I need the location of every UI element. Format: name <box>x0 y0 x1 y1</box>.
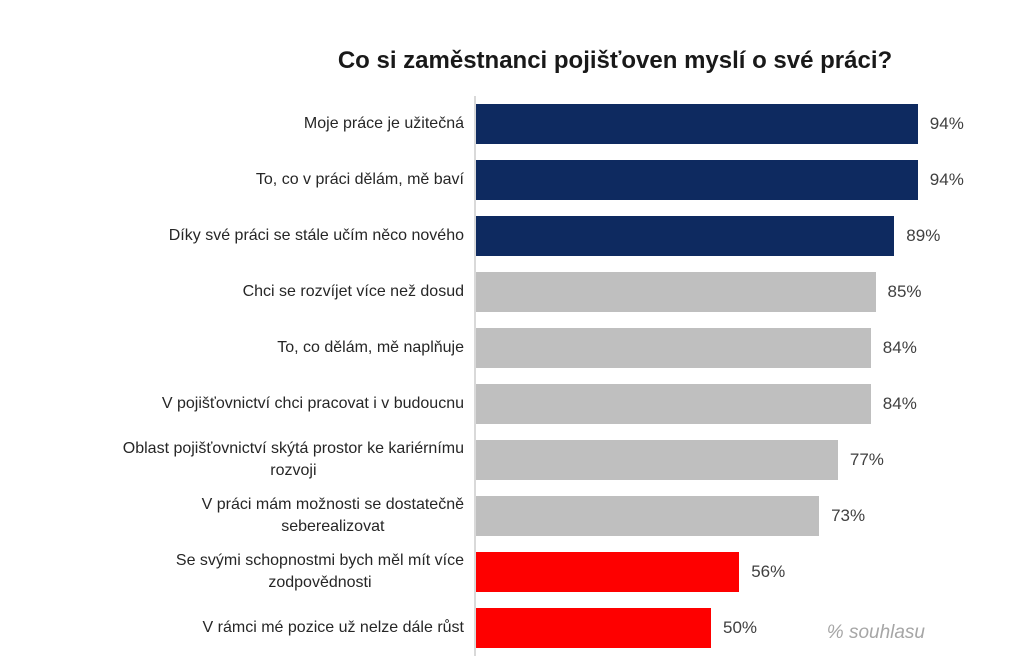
chart-row: V pojišťovnictví chci pracovat i v budou… <box>0 376 1024 432</box>
bar-neutral <box>476 384 871 424</box>
chart-row: To, co v práci dělám, mě baví 94% <box>0 152 1024 208</box>
bar-neutral <box>476 328 871 368</box>
category-label-cell: Chci se rozvíjet více než dosud <box>12 281 474 303</box>
value-label: 50% <box>723 618 758 637</box>
category-label: Díky své práci se stále učím něco nového <box>168 227 464 245</box>
category-label-cell: Oblast pojišťovnictví skýtá prostor ke k… <box>12 438 474 481</box>
category-label: Moje práce je užitečná <box>303 115 464 133</box>
value-label: 85% <box>887 282 922 301</box>
category-label: To, co v práci dělám, mě baví <box>255 171 464 189</box>
category-label: Oblast pojišťovnictví skýtá prostor ke k… <box>122 440 464 479</box>
category-label: V rámci mé pozice už nelze dále růst <box>202 619 464 637</box>
chart-title: Co si zaměstnanci pojišťoven myslí o své… <box>337 47 893 74</box>
value-label: 84% <box>882 338 917 357</box>
bar-positive <box>476 104 918 144</box>
category-label: V práci mám možnosti se dostatečně seber… <box>201 496 464 535</box>
chart-row: Oblast pojišťovnictví skýtá prostor ke k… <box>0 432 1024 488</box>
value-label: 84% <box>882 394 917 413</box>
category-label: To, co dělám, mě naplňuje <box>277 339 464 357</box>
axis-note: % souhlasu <box>826 622 925 643</box>
plot-area: 50% <box>474 600 1024 656</box>
category-label: Chci se rozvíjet více než dosud <box>242 283 464 301</box>
value-label: 73% <box>831 506 866 525</box>
chart-row: Chci se rozvíjet více než dosud 85% <box>0 264 1024 320</box>
value-label: 56% <box>751 562 786 581</box>
category-label-cell: V pojišťovnictví chci pracovat i v budou… <box>12 393 474 415</box>
category-label-cell: Díky své práci se stále učím něco nového <box>12 225 474 247</box>
plot-area: 94% <box>474 96 1024 152</box>
bar-negative <box>476 608 711 648</box>
category-label: Se svými schopnostmi bych měl mít více z… <box>175 552 464 591</box>
plot-area: 73% <box>474 488 1024 544</box>
category-label-cell: To, co v práci dělám, mě baví <box>12 169 474 191</box>
chart-row: V práci mám možnosti se dostatečně seber… <box>0 488 1024 544</box>
category-label-cell: To, co dělám, mě naplňuje <box>12 337 474 359</box>
category-label-cell: V práci mám možnosti se dostatečně seber… <box>12 494 474 537</box>
category-label-cell: V rámci mé pozice už nelze dále růst <box>12 617 474 639</box>
bar-chart: Moje práce je užitečná 94% To, co v práci … <box>0 96 1024 656</box>
value-label: 77% <box>849 450 884 469</box>
plot-area: 89% <box>474 208 1024 264</box>
value-label: 89% <box>906 226 941 245</box>
bar-neutral <box>476 496 820 536</box>
chart-row: Se svými schopnostmi bych měl mít více z… <box>0 544 1024 600</box>
plot-area: 84% <box>474 376 1024 432</box>
chart-row: To, co dělám, mě naplňuje 84% <box>0 320 1024 376</box>
plot-area: 84% <box>474 320 1024 376</box>
bar-neutral <box>476 272 876 312</box>
bar-positive <box>476 160 918 200</box>
chart-row: Díky své práci se stále učím něco nového… <box>0 208 1024 264</box>
value-label: 94% <box>929 114 964 133</box>
plot-area: 94% <box>474 152 1024 208</box>
plot-area: 85% <box>474 264 1024 320</box>
bar-positive <box>476 216 895 256</box>
value-label: 94% <box>929 170 964 189</box>
plot-area: 77% <box>474 432 1024 488</box>
category-label-cell: Se svými schopnostmi bych měl mít více z… <box>12 550 474 593</box>
category-label: V pojišťovnictví chci pracovat i v budou… <box>161 395 464 413</box>
chart-row: V rámci mé pozice už nelze dále růst 50% <box>0 600 1024 656</box>
chart-row: Moje práce je užitečná 94% <box>0 96 1024 152</box>
bar-negative <box>476 552 740 592</box>
category-label-cell: Moje práce je užitečná <box>12 113 474 135</box>
plot-area: 56% <box>474 544 1024 600</box>
bar-neutral <box>476 440 838 480</box>
